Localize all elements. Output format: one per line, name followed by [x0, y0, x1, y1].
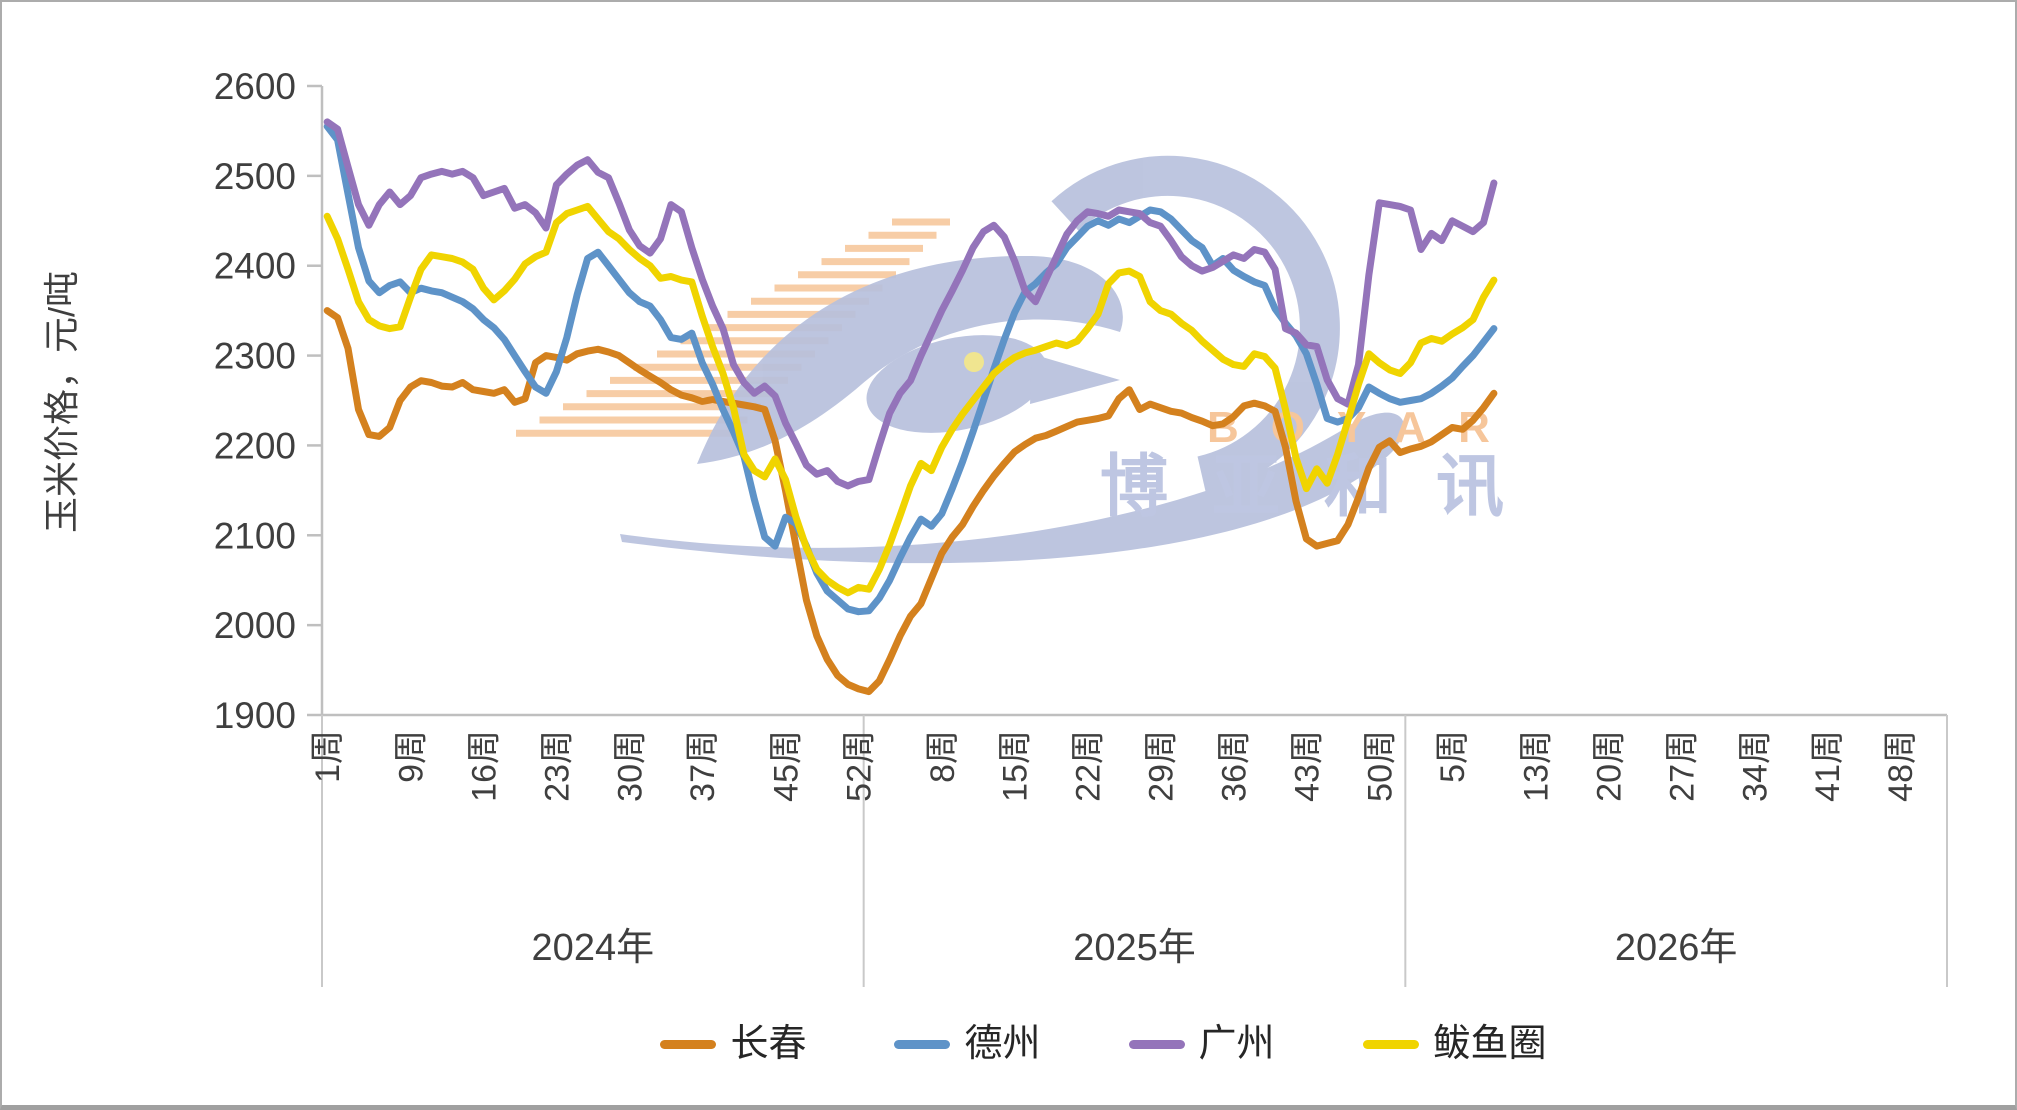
- chart-legend: 长春 德州 广州 鲅鱼圈: [97, 1016, 2015, 1072]
- x-week-label: 36周: [1216, 730, 1254, 802]
- watermark-latin-text: BOYAR: [1207, 403, 1522, 452]
- x-week-label: 37周: [684, 730, 722, 802]
- x-week-label: 41周: [1809, 730, 1847, 802]
- y-tick-label: 1900: [214, 695, 296, 736]
- legend-line-swatch: [1362, 1039, 1419, 1049]
- x-week-label: 13周: [1518, 730, 1556, 802]
- legend-label: 德州: [964, 1023, 1041, 1065]
- watermark-cjk-text: 博亚和讯: [1100, 449, 1548, 525]
- x-week-label: 9周: [393, 730, 431, 783]
- legend-label: 鲅鱼圈: [1432, 1023, 1547, 1065]
- axes: [307, 84, 1948, 987]
- y-tick-label: 2500: [214, 156, 296, 197]
- x-week-label: 22周: [1070, 730, 1108, 802]
- y-tick-label: 2600: [214, 66, 296, 107]
- series-line-广州: [323, 118, 1498, 490]
- x-week-label: 8周: [924, 730, 962, 783]
- y-tick-label: 2000: [214, 605, 296, 646]
- x-week-label: 50周: [1361, 730, 1399, 802]
- legend-item-广州: 广州: [1128, 1023, 1275, 1065]
- x-week-label: 48周: [1882, 730, 1920, 802]
- series-lines: [323, 118, 1498, 696]
- legend-line-swatch: [894, 1039, 951, 1049]
- x-week-label: 30周: [611, 730, 649, 802]
- series-line-鲅鱼圈: [323, 202, 1498, 597]
- x-axis-year-labels: 2024年 2025年 2026年: [532, 927, 1738, 969]
- x-week-label: 1周: [309, 730, 347, 783]
- legend-item-德州: 德州: [894, 1023, 1041, 1065]
- legend-line-swatch: [660, 1039, 717, 1049]
- x-week-label: 43周: [1288, 730, 1326, 802]
- y-tick-label: 2300: [214, 336, 296, 377]
- x-axis-week-labels: 1周 9周 16周 23周 30周 37周 45周 52周 8周 15周 22周 29周 36周 43周 5…: [309, 730, 1920, 802]
- series-line-长春: [323, 307, 1498, 696]
- y-tick-label: 2400: [214, 246, 296, 287]
- x-week-label: 52周: [841, 730, 879, 802]
- legend-item-长春: 长春: [660, 1025, 806, 1063]
- x-week-label: 23周: [538, 730, 576, 802]
- x-year-label: 2024年: [532, 927, 655, 969]
- legend-line-swatch: [1128, 1039, 1185, 1049]
- legend-item-鲅鱼圈: 鲅鱼圈: [1362, 1023, 1547, 1065]
- x-week-label: 27周: [1663, 730, 1701, 802]
- x-week-label: 15周: [997, 730, 1035, 802]
- x-week-label: 45周: [768, 730, 806, 802]
- x-week-label: 29周: [1143, 730, 1181, 802]
- y-axis-tick-labels: 2600 2500 2400 2300 2200 2100 2000 1900: [214, 66, 296, 736]
- legend-label: 长春: [730, 1023, 807, 1065]
- x-week-label: 5周: [1434, 730, 1472, 783]
- x-week-label: 34周: [1736, 730, 1774, 802]
- x-year-label: 2026年: [1615, 927, 1738, 969]
- y-tick-label: 2200: [214, 425, 296, 466]
- x-year-label: 2025年: [1073, 927, 1196, 969]
- x-week-label: 20周: [1591, 730, 1629, 802]
- x-week-label: 16周: [466, 730, 504, 802]
- y-axis-title: 玉米价格，元/吨: [41, 271, 82, 533]
- legend-label: 广州: [1198, 1023, 1275, 1065]
- y-tick-label: 2100: [214, 515, 296, 556]
